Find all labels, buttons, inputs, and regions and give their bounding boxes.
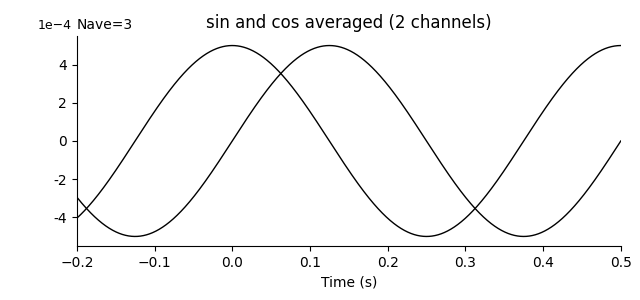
Text: 1e−4: 1e−4	[37, 19, 72, 32]
Title: sin and cos averaged (2 channels): sin and cos averaged (2 channels)	[206, 14, 492, 32]
Text: Nave=3: Nave=3	[77, 18, 133, 32]
X-axis label: Time (s): Time (s)	[321, 275, 377, 289]
